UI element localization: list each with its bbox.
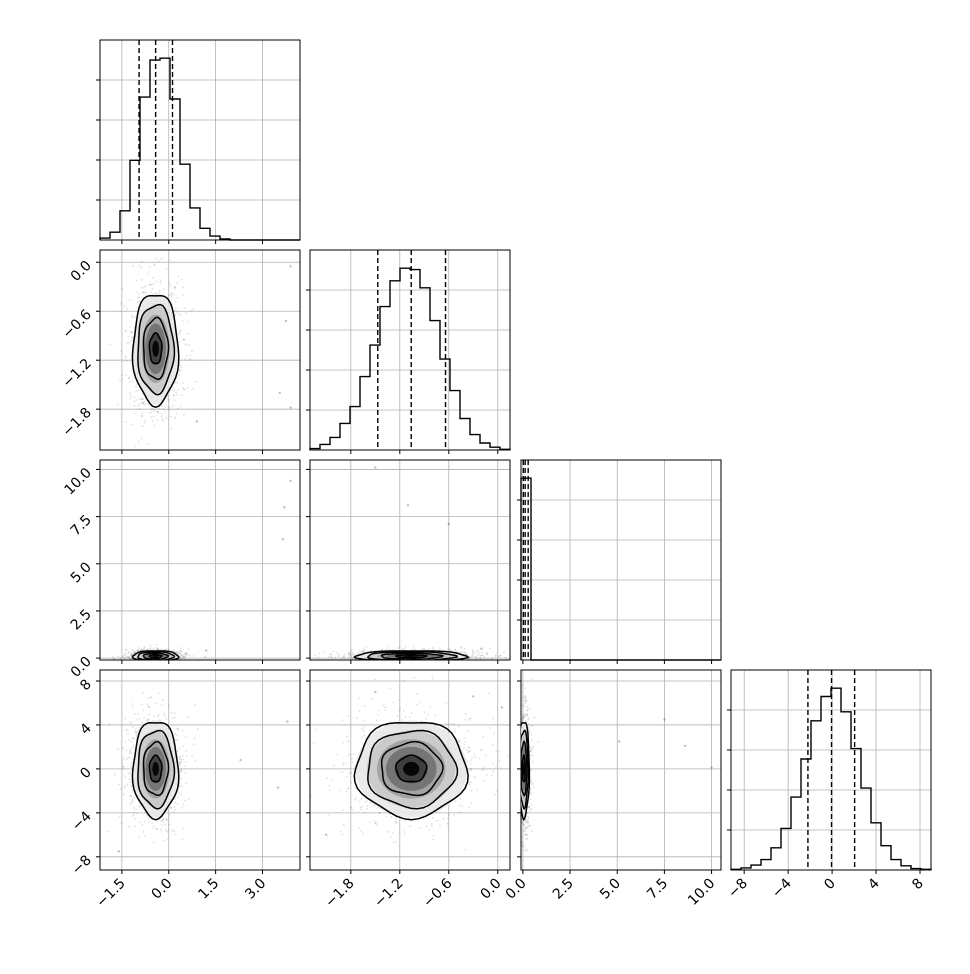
outlier-point-2-3-2 xyxy=(710,767,712,769)
histogram-panel-1 xyxy=(306,250,510,454)
scatter-panel-1-2 xyxy=(304,460,525,672)
histogram-series-1 xyxy=(310,268,510,450)
scatter-panel-0-2 xyxy=(96,460,300,668)
y-tick-label-3-0: −8 xyxy=(69,852,95,878)
y-tick-label-3-1: −4 xyxy=(69,808,95,834)
outlier-point-0-2-1 xyxy=(283,506,285,508)
x-tick-label-0-0: −1.5 xyxy=(93,876,128,911)
x-tick-label-2-1: 2.5 xyxy=(550,876,577,903)
x-tick-label-0-1: 0.0 xyxy=(149,876,176,903)
x-tick-label-2-2: 5.0 xyxy=(597,876,624,903)
outlier-point-1-2-0 xyxy=(374,466,376,468)
outlier-point-1-2-1 xyxy=(407,504,409,506)
outlier-point-0-1-4 xyxy=(196,420,198,422)
y-tick-label-2-1: 2.5 xyxy=(68,606,95,633)
outlier-point-0-2-3 xyxy=(205,649,207,651)
outlier-point-2-3-1 xyxy=(618,740,620,742)
outlier-point-1-2-3 xyxy=(480,648,482,650)
outlier-point-1-3-3 xyxy=(325,834,327,836)
y-tick-label-2-2: 5.0 xyxy=(68,559,95,586)
x-tick-label-1-3: 0.0 xyxy=(478,876,505,903)
y-tick-label-1-1: −1.2 xyxy=(59,356,94,391)
histogram-panel-2 xyxy=(517,460,721,664)
outlier-point-0-3-2 xyxy=(239,759,241,761)
histogram-panel-0 xyxy=(96,40,300,244)
x-tick-label-0-3: 3.0 xyxy=(242,876,269,903)
y-tick-label-3-2: 0 xyxy=(77,764,95,782)
y-tick-label-1-2: −0.6 xyxy=(59,307,94,342)
outlier-point-0-1-2 xyxy=(279,392,281,394)
outlier-point-0-3-3 xyxy=(118,850,120,852)
outlier-point-1-2-2 xyxy=(448,523,450,525)
x-tick-label-3-1: −4 xyxy=(769,875,795,901)
x-tick-label-0-2: 1.5 xyxy=(195,876,222,903)
x-tick-label-1-0: −1.8 xyxy=(322,876,357,911)
outlier-point-0-1-3 xyxy=(289,406,291,408)
x-tick-label-2-3: 7.5 xyxy=(644,876,671,903)
histogram-series-0 xyxy=(100,58,300,240)
outlier-point-0-3-1 xyxy=(277,786,279,788)
scatter-panel-0-1 xyxy=(96,235,300,455)
histogram-2-frame xyxy=(521,460,721,660)
histogram-panel-3 xyxy=(727,670,931,874)
outlier-point-1-3-0 xyxy=(374,691,376,693)
scatter-2-3-frame xyxy=(521,670,721,870)
scatter-0-3-frame xyxy=(100,670,300,870)
scatter-1-2-frame xyxy=(310,460,510,660)
outlier-point-1-3-1 xyxy=(472,695,474,697)
x-tick-label-3-4: 8 xyxy=(909,876,927,894)
scatter-panel-0-3 xyxy=(96,670,300,874)
scatter-0-2-frame xyxy=(100,460,300,660)
x-tick-label-2-0: 0.0 xyxy=(503,876,530,903)
x-tick-label-3-3: 4 xyxy=(865,875,883,893)
scatter-panel-1-3 xyxy=(306,670,525,876)
outlier-point-0-1-0 xyxy=(289,265,291,267)
x-tick-label-3-0: −8 xyxy=(725,876,751,902)
outlier-point-2-3-3 xyxy=(684,745,686,747)
y-tick-label-2-3: 7.5 xyxy=(68,512,95,539)
outlier-point-0-1-1 xyxy=(285,320,287,322)
y-tick-label-2-4: 10.0 xyxy=(61,465,94,498)
x-tick-label-2-4: 10.0 xyxy=(685,876,718,909)
outlier-point-2-3-0 xyxy=(663,718,665,720)
y-tick-label-1-0: −1.8 xyxy=(59,405,94,440)
y-tick-label-3-3: 4 xyxy=(77,720,95,738)
scatter-panel-2-3 xyxy=(514,670,722,874)
outlier-point-0-2-2 xyxy=(282,538,284,540)
outlier-point-1-3-2 xyxy=(501,706,503,708)
x-tick-label-1-1: −1.2 xyxy=(371,876,406,911)
x-tick-label-1-2: −0.6 xyxy=(420,875,455,910)
scatter-0-1-frame xyxy=(100,250,300,450)
outlier-point-0-2-0 xyxy=(289,480,291,482)
histogram-series-2 xyxy=(521,478,721,660)
y-tick-label-1-3: 0.0 xyxy=(68,258,95,285)
y-tick-label-2-0: 0.0 xyxy=(68,654,95,681)
histogram-1-frame xyxy=(310,250,510,450)
x-tick-label-3-2: 0 xyxy=(821,876,839,894)
y-tick-label-3-4: 8 xyxy=(77,677,95,695)
outlier-point-0-3-0 xyxy=(286,720,288,722)
